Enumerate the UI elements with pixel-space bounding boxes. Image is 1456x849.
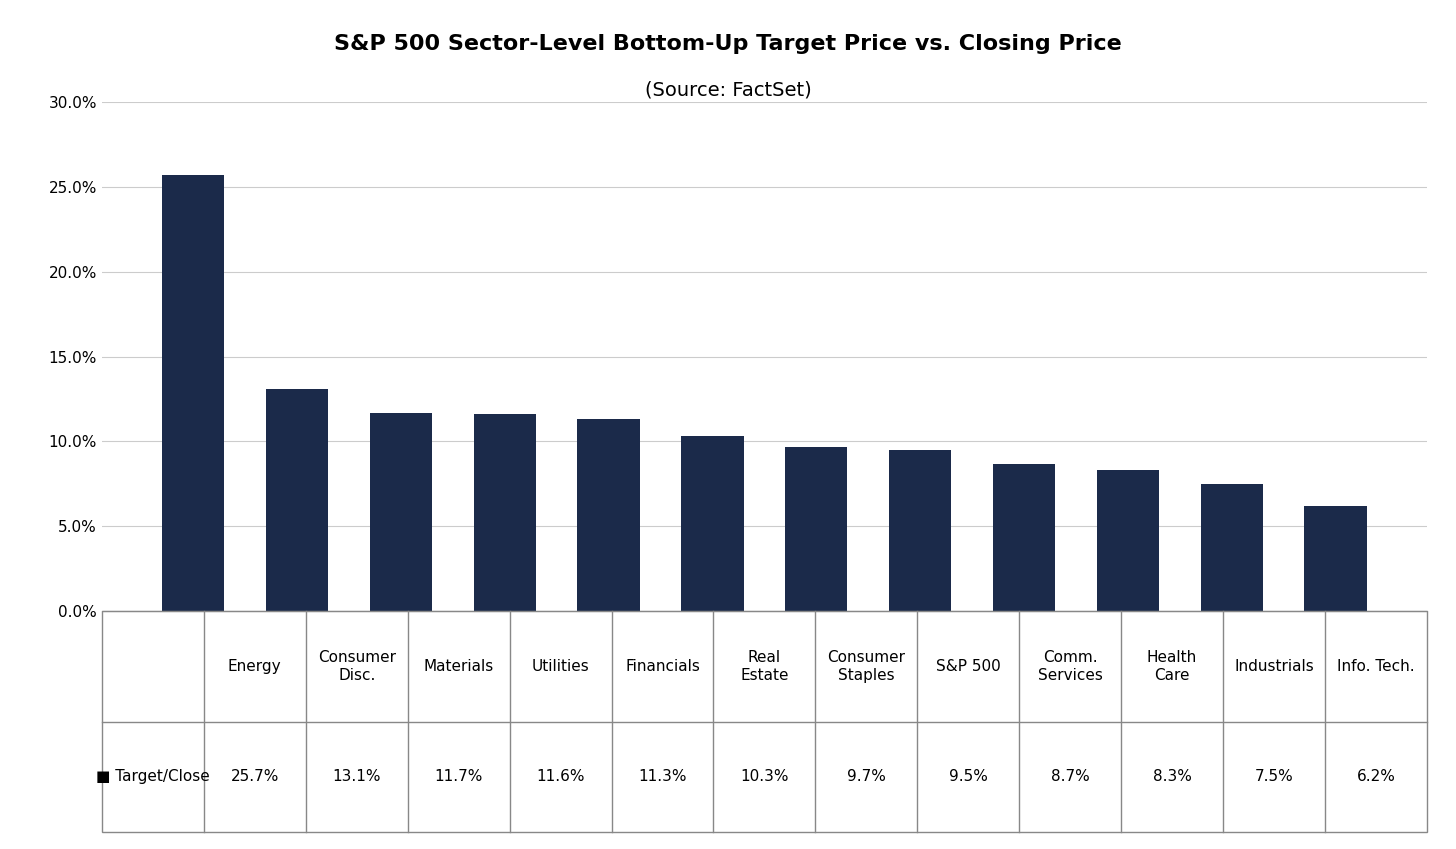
- Text: 6.2%: 6.2%: [1357, 769, 1395, 784]
- Text: Financials: Financials: [625, 659, 700, 674]
- Text: S&P 500 Sector-Level Bottom-Up Target Price vs. Closing Price: S&P 500 Sector-Level Bottom-Up Target Pr…: [333, 34, 1123, 54]
- Text: Industrials: Industrials: [1235, 659, 1313, 674]
- Bar: [266, 389, 328, 611]
- Text: 13.1%: 13.1%: [332, 769, 381, 784]
- Text: 25.7%: 25.7%: [230, 769, 280, 784]
- Text: Utilities: Utilities: [531, 659, 590, 674]
- Bar: [370, 413, 432, 611]
- Text: 9.7%: 9.7%: [847, 769, 885, 784]
- Bar: [785, 447, 847, 611]
- Text: 10.3%: 10.3%: [740, 769, 789, 784]
- Bar: [681, 436, 744, 611]
- Text: (Source: FactSet): (Source: FactSet): [645, 81, 811, 99]
- Text: Consumer
Staples: Consumer Staples: [827, 650, 906, 683]
- Bar: [1305, 506, 1367, 611]
- Text: S&P 500: S&P 500: [936, 659, 1000, 674]
- Text: 8.3%: 8.3%: [1153, 769, 1191, 784]
- Text: Health
Care: Health Care: [1147, 650, 1197, 683]
- Bar: [578, 419, 639, 611]
- Text: Consumer
Disc.: Consumer Disc.: [317, 650, 396, 683]
- Text: 8.7%: 8.7%: [1051, 769, 1089, 784]
- Bar: [1201, 484, 1262, 611]
- Bar: [473, 414, 536, 611]
- Text: 7.5%: 7.5%: [1255, 769, 1293, 784]
- Text: Real
Estate: Real Estate: [740, 650, 789, 683]
- Text: Info. Tech.: Info. Tech.: [1337, 659, 1415, 674]
- Text: 11.6%: 11.6%: [536, 769, 585, 784]
- Text: 11.3%: 11.3%: [638, 769, 687, 784]
- Bar: [890, 450, 951, 611]
- Text: Comm.
Services: Comm. Services: [1038, 650, 1102, 683]
- Text: Materials: Materials: [424, 659, 494, 674]
- Bar: [993, 464, 1056, 611]
- Bar: [1096, 470, 1159, 611]
- Bar: [162, 175, 224, 611]
- Text: ■ Target/Close: ■ Target/Close: [96, 769, 210, 784]
- Text: 9.5%: 9.5%: [949, 769, 987, 784]
- Text: 11.7%: 11.7%: [434, 769, 483, 784]
- Text: Energy: Energy: [229, 659, 281, 674]
